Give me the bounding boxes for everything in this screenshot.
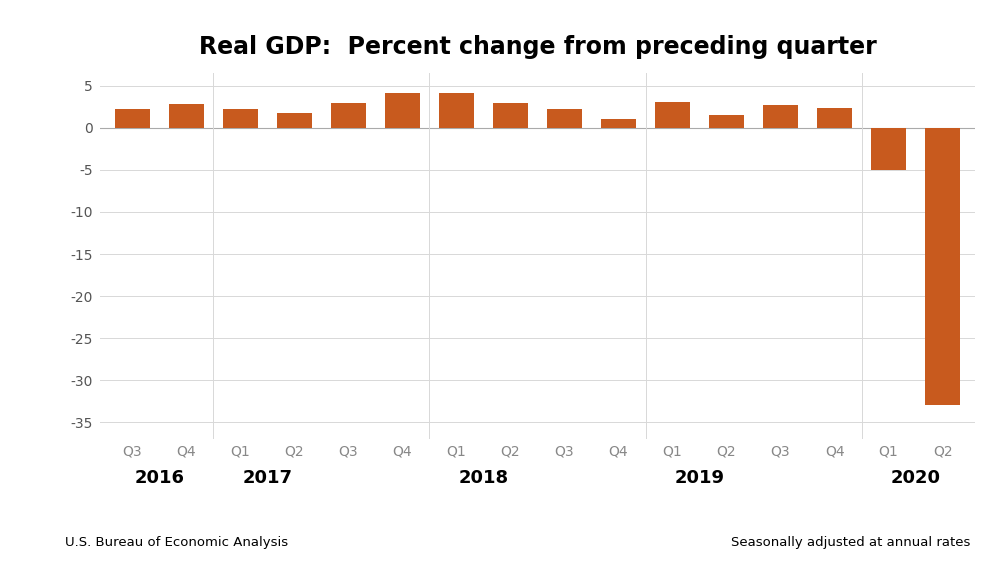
Bar — [169, 104, 204, 128]
Bar — [601, 119, 636, 128]
Title: Real GDP:  Percent change from preceding quarter: Real GDP: Percent change from preceding … — [199, 35, 876, 59]
Text: 2016: 2016 — [134, 468, 184, 486]
Text: U.S. Bureau of Economic Analysis: U.S. Bureau of Economic Analysis — [65, 536, 288, 549]
Bar — [331, 102, 366, 128]
Bar — [277, 113, 312, 128]
Text: 2019: 2019 — [675, 468, 725, 486]
Bar — [709, 115, 744, 128]
Bar — [817, 108, 852, 128]
Bar — [871, 128, 906, 170]
Bar — [763, 105, 798, 128]
Text: 2017: 2017 — [242, 468, 292, 486]
Bar — [385, 93, 420, 128]
Text: Seasonally adjusted at annual rates: Seasonally adjusted at annual rates — [731, 536, 970, 549]
Text: 2018: 2018 — [458, 468, 509, 486]
Bar — [223, 109, 258, 128]
Text: 2020: 2020 — [891, 468, 941, 486]
Bar — [493, 104, 528, 128]
Bar — [925, 128, 960, 405]
Bar — [547, 109, 582, 128]
Bar — [115, 109, 150, 128]
Bar — [439, 92, 474, 128]
Bar — [655, 102, 690, 128]
